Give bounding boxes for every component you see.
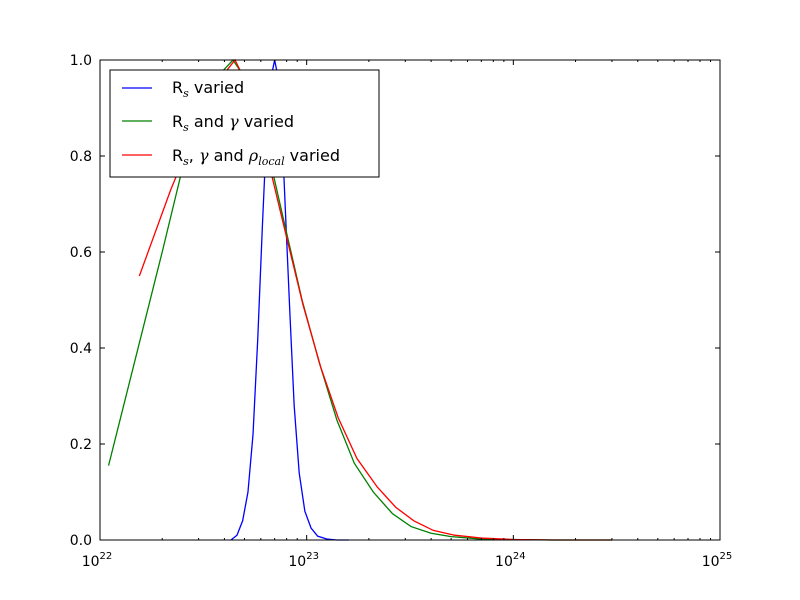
y-tick-label-2: 0.4	[70, 341, 92, 357]
y-tick-label-5: 1.0	[70, 53, 92, 69]
y-tick-label-3: 0.6	[70, 245, 92, 261]
legend-label-rs-gamma-rho: Rs, γ and ρlocal varied	[172, 146, 340, 168]
y-tick-label-4: 0.8	[70, 149, 92, 165]
tick-layer: 0.0 0.2 0.4 0.6 0.8 1.0 1022 1023 1024 1025	[70, 53, 733, 570]
y-tick-label-0: 0.0	[70, 533, 92, 549]
legend: Rs varied Rs and γ varied Rs, γ and ρloc…	[109, 69, 380, 178]
x-tick-label-3: 1025	[702, 551, 733, 570]
legend-label-rs-gamma: Rs and γ varied	[172, 112, 294, 134]
plot-frame	[99, 59, 721, 541]
x-tick-label-0: 1022	[82, 551, 113, 570]
x-tick-label-2: 1024	[495, 551, 526, 570]
legend-box	[109, 69, 380, 178]
legend-label-rs: Rs varied	[172, 78, 244, 100]
y-tick-label-1: 0.2	[70, 437, 92, 453]
x-tick-label-1: 1023	[288, 551, 319, 570]
